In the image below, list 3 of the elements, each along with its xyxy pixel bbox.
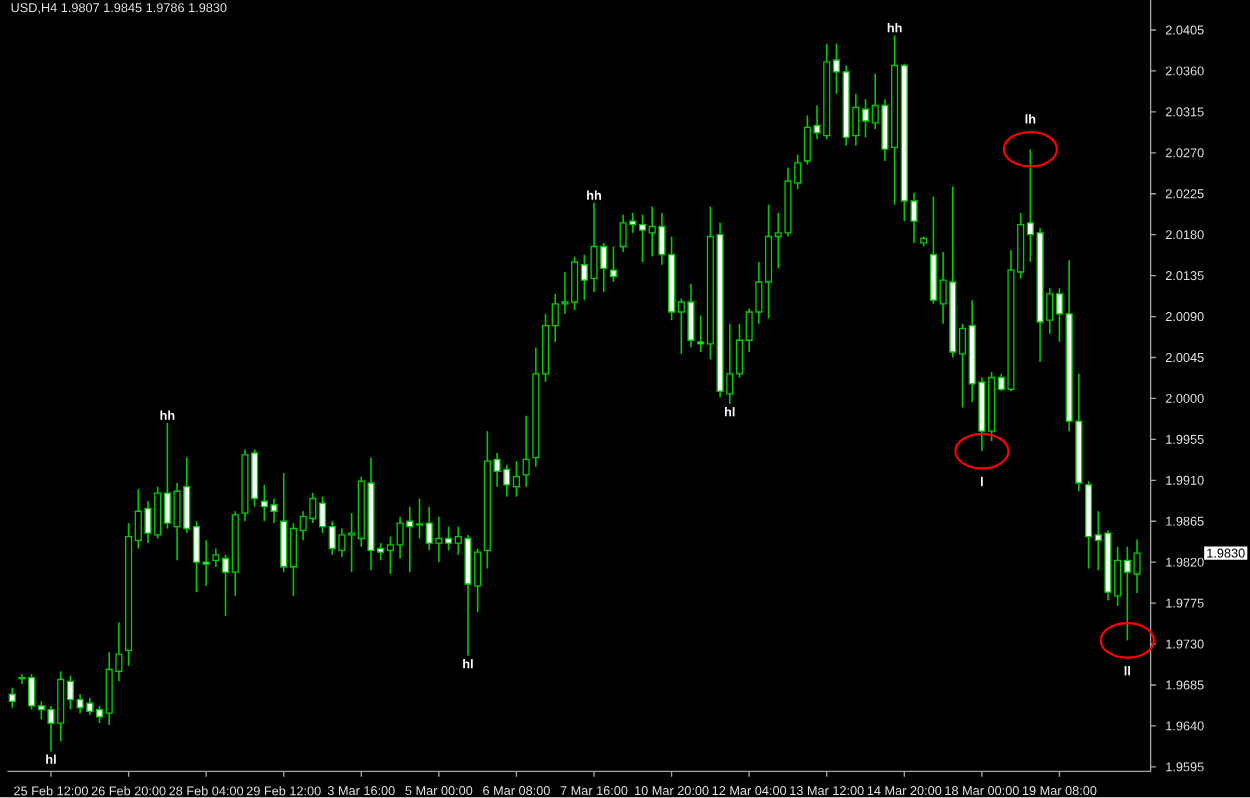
candlestick [522, 415, 530, 488]
candlestick [609, 246, 617, 284]
candlestick [8, 687, 16, 709]
